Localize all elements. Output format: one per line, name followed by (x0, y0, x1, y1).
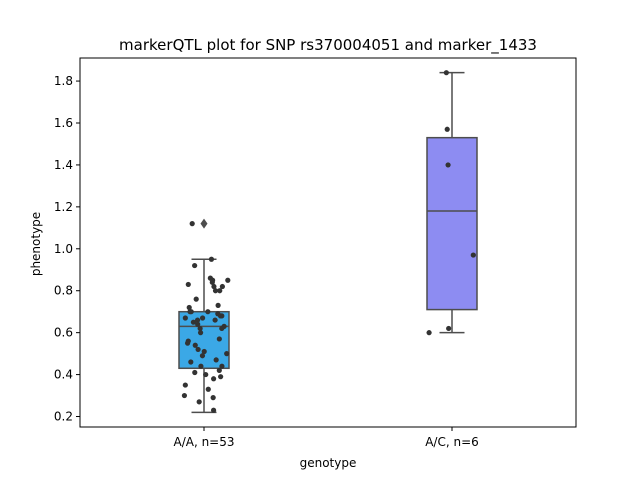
data-point (208, 256, 215, 262)
data-point (216, 336, 222, 342)
data-point (225, 277, 231, 283)
data-point (199, 353, 206, 359)
data-point (197, 325, 203, 332)
y-tick-label: 1.8 (54, 74, 73, 88)
data-point (194, 317, 201, 323)
data-point (218, 374, 224, 380)
data-point (470, 252, 476, 258)
data-point (213, 357, 219, 363)
data-point (219, 325, 225, 332)
data-point (181, 392, 188, 399)
box-group-aa (178, 218, 231, 414)
data-point (205, 309, 211, 315)
data-point (188, 359, 194, 365)
data-point (212, 317, 218, 323)
axes-frame (79, 57, 577, 428)
y-axis: 0.2 0.4 0.6 0.8 1.0 1.2 1.4 1.6 1.8 (54, 74, 80, 424)
y-tick-label: 0.2 (54, 410, 73, 424)
data-point (445, 162, 451, 168)
data-point (210, 407, 217, 413)
data-point (197, 330, 204, 336)
data-point (195, 346, 201, 353)
data-point (192, 342, 198, 348)
data-point (211, 376, 217, 382)
data-point (444, 126, 450, 132)
data-point (195, 321, 201, 327)
data-point (426, 330, 432, 336)
plot-area (178, 70, 478, 414)
y-tick-label: 0.4 (54, 368, 73, 382)
data-point (224, 351, 230, 357)
x-axis-label: genotype (300, 456, 357, 470)
y-tick-label: 0.8 (54, 284, 73, 298)
chart-title: markerQTL plot for SNP rs370004051 and m… (119, 36, 537, 55)
data-point (189, 221, 195, 227)
y-tick-label: 1.6 (54, 116, 73, 130)
data-point (186, 304, 192, 311)
data-point (184, 340, 191, 346)
data-point (216, 367, 222, 373)
box-iqr (426, 136, 478, 311)
data-point (205, 386, 211, 392)
outlier-marker (200, 218, 208, 229)
data-point (196, 399, 202, 405)
box-group-ac (426, 70, 478, 336)
data-point (217, 288, 223, 294)
data-point (198, 363, 204, 369)
data-point (211, 283, 217, 290)
y-axis-label: phenotype (29, 212, 43, 276)
data-point (182, 315, 188, 321)
data-point (199, 315, 206, 321)
data-point (192, 262, 198, 269)
data-point (209, 279, 215, 285)
data-point (203, 371, 209, 378)
y-tick-label: 1.2 (54, 200, 73, 214)
x-tick-label: A/C, n=6 (425, 435, 479, 449)
data-point (185, 281, 191, 288)
data-point (219, 363, 225, 369)
y-tick-label: 1.0 (54, 242, 73, 256)
data-point (219, 283, 225, 290)
data-point (443, 70, 449, 76)
data-point (192, 369, 198, 376)
data-point (190, 319, 197, 325)
data-point (215, 302, 221, 308)
x-axis: A/A, n=53 A/C, n=6 (173, 427, 479, 449)
data-point (193, 296, 199, 302)
data-point (212, 288, 219, 294)
y-tick-label: 0.6 (54, 326, 73, 340)
data-point (210, 395, 216, 401)
data-point (187, 309, 193, 315)
data-point (446, 325, 452, 332)
data-point (217, 313, 224, 319)
data-point (182, 382, 188, 388)
y-tick-label: 1.4 (54, 158, 73, 172)
data-point (201, 348, 207, 355)
x-tick-label: A/A, n=53 (173, 435, 234, 449)
